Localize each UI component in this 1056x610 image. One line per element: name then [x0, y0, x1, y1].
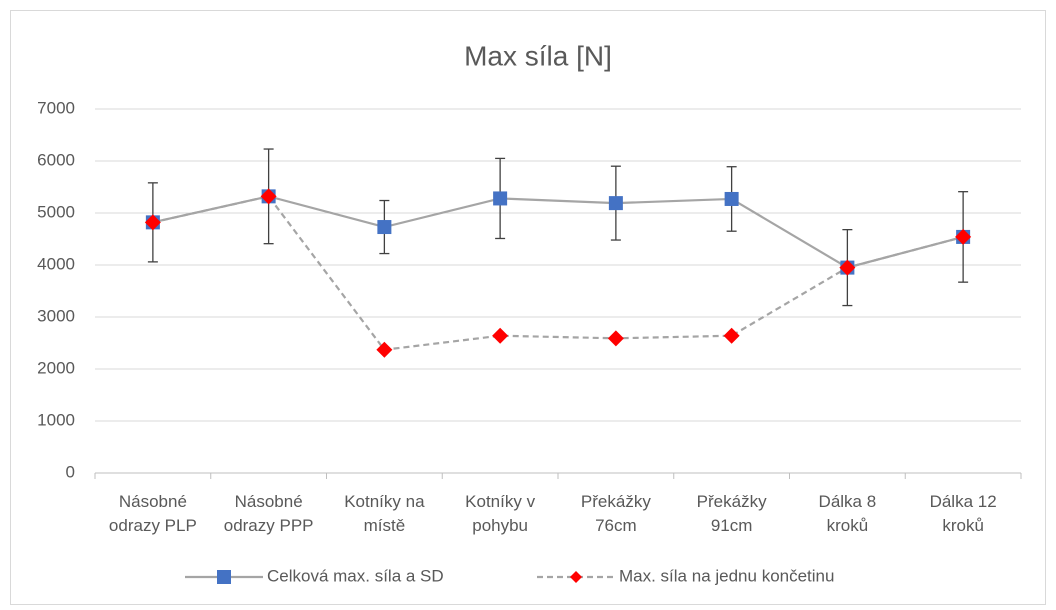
legend-label: Max. síla na jednu končetinu: [619, 566, 834, 585]
y-tick-label: 4000: [37, 254, 75, 273]
data-point: [492, 327, 509, 344]
x-tick-label-line: Překážky: [697, 492, 767, 511]
data-point: [376, 341, 393, 358]
x-tick-label-line: Kotníky v: [465, 492, 535, 511]
x-tick-label: Překážky 91cm: [697, 492, 767, 535]
data-point: [723, 327, 740, 344]
x-tick-label-line: pohybu: [472, 516, 528, 535]
series-line: [152, 195, 964, 269]
legend-label: Celková max. síla a SD: [267, 566, 444, 585]
data-point: [839, 259, 856, 276]
x-tick-label: Dálka 12 kroků: [930, 492, 997, 535]
y-tick-label: 7000: [37, 98, 75, 117]
x-tick-label-line: 91cm: [711, 516, 753, 535]
x-tick-label-line: 76cm: [595, 516, 637, 535]
legend-marker: [217, 570, 231, 584]
chart-border: [10, 10, 1046, 605]
x-tick-label-line: Násobné: [235, 492, 303, 511]
x-tick-label-line: kroků: [942, 516, 984, 535]
data-point: [493, 191, 508, 206]
data-point: [144, 214, 161, 231]
x-tick-label-line: odrazy PLP: [109, 516, 197, 535]
chart-title: Max síla [N]: [464, 40, 612, 71]
x-tick-label: Dálka 8 kroků: [819, 492, 877, 535]
y-tick-label: 3000: [37, 306, 75, 325]
x-tick-label: Překážky 76cm: [581, 492, 651, 535]
data-point: [260, 188, 277, 205]
series-line: [152, 195, 964, 351]
x-tick-label-line: kroků: [827, 516, 869, 535]
x-tick-label-line: Dálka 8: [819, 492, 877, 511]
x-tick-label-line: Násobné: [119, 492, 187, 511]
x-tick-label-line: Dálka 12: [930, 492, 997, 511]
x-tick-label: Násobné odrazy PPP: [224, 492, 314, 535]
y-tick-label: 5000: [37, 202, 75, 221]
x-tick-label: Násobné odrazy PLP: [109, 492, 197, 535]
y-tick-label: 1000: [37, 410, 75, 429]
x-tick-label: Kotníky v pohybu: [465, 492, 535, 535]
y-tick-label: 6000: [37, 150, 75, 169]
x-tick-label-line: Překážky: [581, 492, 651, 511]
legend-marker: [570, 571, 582, 583]
y-tick-label: 0: [66, 462, 75, 481]
x-tick-label: Kotníky na místě: [344, 492, 425, 535]
data-point: [724, 191, 739, 206]
data-point: [607, 330, 624, 347]
x-tick-label-line: odrazy PPP: [224, 516, 314, 535]
x-tick-label-line: místě: [364, 516, 406, 535]
data-point: [955, 228, 972, 245]
data-point: [608, 196, 623, 211]
x-tick-label-line: Kotníky na: [344, 492, 425, 511]
data-point: [377, 220, 392, 235]
y-tick-label: 2000: [37, 358, 75, 377]
